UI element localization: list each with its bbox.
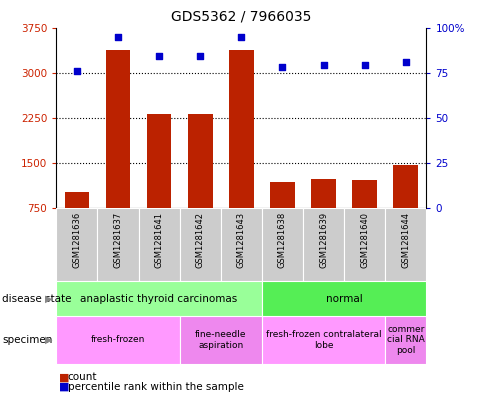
Text: disease state: disease state: [2, 294, 72, 304]
Bar: [180, 208, 221, 281]
Text: GSM1281641: GSM1281641: [155, 212, 164, 268]
Text: ▶: ▶: [46, 294, 53, 304]
Bar: [147, 114, 172, 208]
Text: ■: ■: [59, 372, 69, 382]
Point: [114, 33, 122, 40]
Bar: [385, 208, 426, 281]
Text: fine-needle
aspiration: fine-needle aspiration: [195, 330, 246, 350]
Point: [155, 53, 163, 60]
Bar: [352, 180, 377, 208]
Bar: [221, 208, 262, 281]
Point: [278, 64, 286, 70]
Text: GSM1281636: GSM1281636: [73, 212, 81, 268]
Text: ■: ■: [59, 382, 69, 392]
Point: [402, 59, 410, 65]
Bar: [98, 208, 139, 281]
Text: commer
cial RNA
pool: commer cial RNA pool: [387, 325, 425, 355]
Text: GSM1281640: GSM1281640: [360, 212, 369, 268]
Text: GSM1281637: GSM1281637: [114, 212, 122, 268]
Bar: [303, 208, 344, 281]
Bar: [262, 316, 385, 364]
Text: fresh-frozen contralateral
lobe: fresh-frozen contralateral lobe: [266, 330, 381, 350]
Bar: [180, 316, 262, 364]
Text: fresh-frozen: fresh-frozen: [91, 336, 145, 344]
Text: GSM1281638: GSM1281638: [278, 212, 287, 268]
Point: [73, 68, 81, 74]
Bar: [385, 316, 426, 364]
Text: count: count: [68, 372, 97, 382]
Text: GSM1281639: GSM1281639: [319, 212, 328, 268]
Point: [238, 33, 245, 40]
Point: [319, 62, 327, 69]
Bar: [65, 192, 89, 208]
Text: GSM1281644: GSM1281644: [401, 212, 410, 268]
Bar: [270, 182, 295, 208]
Text: GSM1281642: GSM1281642: [196, 212, 205, 268]
Text: specimen: specimen: [2, 335, 53, 345]
Bar: [229, 50, 254, 208]
Bar: [139, 208, 180, 281]
Text: ▶: ▶: [46, 335, 53, 345]
Bar: [311, 179, 336, 208]
Bar: [393, 165, 418, 208]
Bar: [262, 281, 426, 316]
Point: [361, 62, 368, 69]
Bar: [344, 208, 385, 281]
Bar: [106, 50, 130, 208]
Text: anaplastic thyroid carcinomas: anaplastic thyroid carcinomas: [80, 294, 238, 304]
Title: GDS5362 / 7966035: GDS5362 / 7966035: [171, 9, 312, 24]
Text: GSM1281643: GSM1281643: [237, 212, 246, 268]
Bar: [56, 208, 98, 281]
Bar: [188, 114, 213, 208]
Bar: [56, 316, 180, 364]
Bar: [262, 208, 303, 281]
Text: percentile rank within the sample: percentile rank within the sample: [68, 382, 244, 392]
Point: [196, 53, 204, 60]
Text: normal: normal: [326, 294, 363, 304]
Bar: [56, 281, 262, 316]
